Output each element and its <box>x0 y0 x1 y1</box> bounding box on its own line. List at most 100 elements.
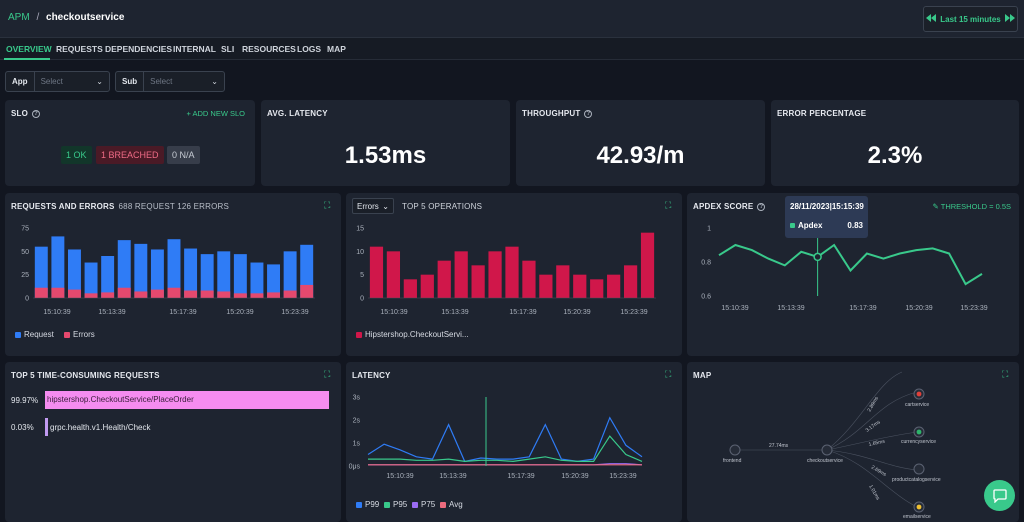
sub-select[interactable]: Select ⌄ <box>144 72 224 91</box>
error-bar <box>84 293 98 298</box>
help-icon[interactable]: ? <box>32 109 41 118</box>
chat-button[interactable] <box>984 480 1015 511</box>
tab-overview[interactable]: OVERVIEW <box>6 44 52 54</box>
requests-errors-title: REQUESTS AND ERRORS 688 REQUEST 126 ERROR… <box>11 202 229 211</box>
operation-bar <box>573 274 587 298</box>
expand-icon[interactable]: ⛶ <box>665 369 672 379</box>
request-bar <box>68 249 81 298</box>
x-tick-label: 15:10:39 <box>380 309 407 316</box>
tab-map[interactable]: MAP <box>327 44 346 54</box>
legend-swatch <box>440 501 446 508</box>
request-bar <box>300 244 314 298</box>
help-icon[interactable]: ? <box>584 109 593 118</box>
y-tick-label: 2s <box>353 418 361 425</box>
y-tick-label: 0 <box>360 296 364 303</box>
apdex-tooltip: 28/11/2023|15:15:39 Apdex 0.83 <box>785 196 868 238</box>
app-select[interactable]: Select ⌄ <box>35 72 109 91</box>
error-percentage-title: ERROR PERCENTAGE <box>777 109 867 118</box>
tab-dependencies[interactable]: DEPENDENCIES <box>105 44 173 54</box>
chat-icon <box>992 488 1007 503</box>
latency-chart: 0μs 1s 2s 3s 15:10:39 15:13:39 15:17:39 15:20:3… <box>349 395 643 480</box>
time-consuming-title: TOP 5 TIME-CONSUMING REQUESTS <box>11 371 160 380</box>
error-bar <box>167 287 181 298</box>
error-bar <box>300 284 314 298</box>
hover-point <box>813 252 822 262</box>
legend-p75[interactable]: P75 <box>412 500 435 509</box>
breadcrumb-apm[interactable]: APM <box>8 12 30 23</box>
legend-swatch <box>356 331 362 338</box>
app-filter[interactable]: App Select ⌄ <box>5 71 110 92</box>
expand-icon[interactable]: ⛶ <box>665 200 672 210</box>
error-percentage-value: 2.3% <box>867 142 923 169</box>
apdex-line <box>718 243 983 286</box>
y-tick-label: 50 <box>21 249 29 256</box>
request-bar <box>134 243 148 298</box>
tooltip-date: 28/11/2023|15:15:39 <box>790 202 864 211</box>
metric-dropdown[interactable]: Errors ⌄ <box>352 198 394 214</box>
latency-line <box>367 416 643 463</box>
tab-sli[interactable]: SLI <box>221 44 235 54</box>
breadcrumb-separator: / <box>36 12 40 23</box>
map-edge-label: 1.01ms <box>867 484 881 502</box>
y-tick-label: 25 <box>21 272 29 279</box>
request-bar <box>167 239 181 298</box>
map-node-productcatalogservice[interactable] <box>913 463 925 475</box>
x-tick-label: 15:23:39 <box>620 309 647 316</box>
throughput-card: THROUGHPUT? 42.93/m <box>516 100 765 186</box>
tab-internal[interactable]: INTERNAL <box>173 44 216 54</box>
time-consuming-name-1: grpc.health.v1.Health/Check <box>50 423 151 432</box>
x-tick-label: 15:20:39 <box>226 309 253 316</box>
time-range-button[interactable]: Last 15 minutes <box>923 6 1018 32</box>
x-tick-label: 15:20:39 <box>905 305 932 312</box>
legend-avg[interactable]: Avg <box>440 500 463 509</box>
forward-icon[interactable] <box>1004 14 1015 24</box>
legend-p95-label: P95 <box>393 500 408 509</box>
time-consuming-bar-1[interactable] <box>45 418 48 436</box>
y-tick-label: 0μs <box>349 464 361 471</box>
request-bar <box>117 240 131 298</box>
tooltip-label: Apdex <box>798 221 823 230</box>
time-consuming-bar-0[interactable]: hipstershop.CheckoutService/PlaceOrder <box>45 391 329 409</box>
legend-p99[interactable]: P99 <box>356 500 379 509</box>
x-tick-label: 15:10:39 <box>386 473 413 480</box>
latency-card: LATENCY ⛶ 0μs 1s 2s 3s 15:10:39 15:13:39 15:17… <box>346 362 682 522</box>
error-bar <box>184 290 198 298</box>
map-node-frontend[interactable] <box>729 444 741 456</box>
request-bar <box>51 236 65 298</box>
sub-filter[interactable]: Sub Select ⌄ <box>115 71 225 92</box>
slo-na-badge[interactable]: 0 N/A <box>167 146 200 164</box>
tab-resources[interactable]: RESOURCES <box>242 44 296 54</box>
legend-avg-label: Avg <box>449 500 463 509</box>
rewind-icon[interactable] <box>926 14 937 24</box>
legend-swatch <box>384 501 390 508</box>
error-bar <box>68 289 81 298</box>
tab-requests[interactable]: REQUESTS <box>56 44 103 54</box>
help-icon[interactable]: ? <box>757 202 766 211</box>
request-bar <box>267 264 280 298</box>
breadcrumb: APM / checkoutservice <box>8 12 124 23</box>
expand-icon[interactable]: ⛶ <box>1002 369 1009 379</box>
legend-p95[interactable]: P95 <box>384 500 407 509</box>
legend-swatch <box>64 331 70 338</box>
threshold-label: THRESHOLD = 0.5S <box>940 202 1011 211</box>
app-filter-label: App <box>6 72 35 91</box>
tab-logs[interactable]: LOGS <box>297 44 322 54</box>
map-node-checkoutservice[interactable] <box>821 444 833 456</box>
expand-icon[interactable]: ⛶ <box>324 369 331 379</box>
legend-request[interactable]: Request <box>15 330 54 339</box>
top-operations-card: Errors ⌄ TOP 5 OPERATIONS ⛶ 0 5 10 15 15:10:3… <box>346 193 682 356</box>
operation-bar <box>505 246 519 298</box>
legend-checkout[interactable]: Hipstershop.CheckoutServi... <box>356 330 469 339</box>
add-new-slo-button[interactable]: + ADD NEW SLO <box>186 109 245 118</box>
request-bar <box>200 254 214 298</box>
operation-bar <box>556 265 570 298</box>
threshold-button[interactable]: ✎ THRESHOLD = 0.5S <box>933 202 1011 211</box>
time-consuming-card: TOP 5 TIME-CONSUMING REQUESTS ⛶ 99.97% h… <box>5 362 341 522</box>
slo-ok-badge[interactable]: 1 OK <box>61 146 92 164</box>
top-operations-title: TOP 5 OPERATIONS <box>402 202 483 211</box>
operation-bar <box>403 279 417 298</box>
error-bar <box>217 291 231 298</box>
slo-breached-badge[interactable]: 1 BREACHED <box>96 146 164 164</box>
expand-icon[interactable]: ⛶ <box>324 200 331 210</box>
legend-errors[interactable]: Errors <box>64 330 95 339</box>
